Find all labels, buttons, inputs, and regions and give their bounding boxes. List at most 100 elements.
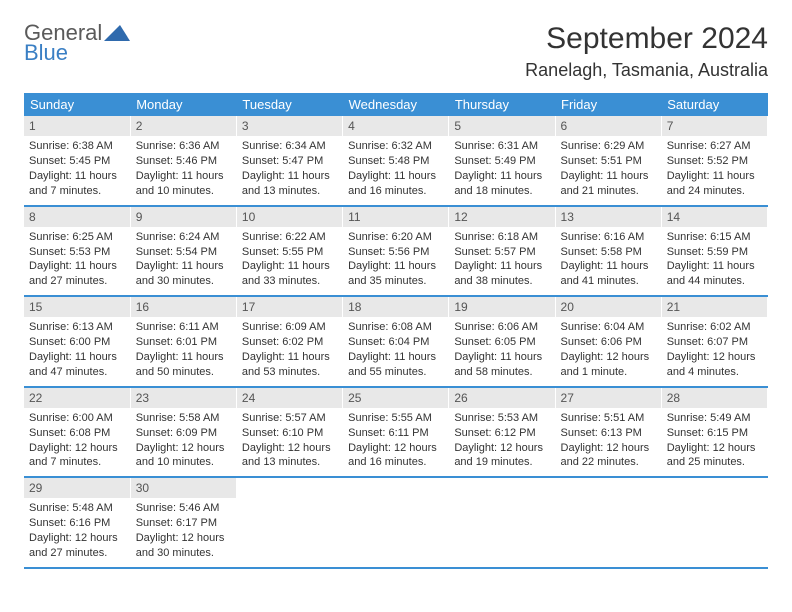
calendar-empty-cell — [343, 477, 449, 568]
header-bar: General Blue September 2024 Ranelagh, Ta… — [24, 22, 768, 81]
day-details: Sunrise: 6:11 AMSunset: 6:01 PMDaylight:… — [131, 317, 236, 385]
day-details: Sunrise: 6:09 AMSunset: 6:02 PMDaylight:… — [237, 317, 342, 385]
sunset-line: Sunset: 6:17 PM — [136, 516, 231, 531]
sunset-line: Sunset: 5:48 PM — [348, 154, 443, 169]
weekday-header: Thursday — [449, 93, 555, 116]
sunrise-line: Sunrise: 6:29 AM — [561, 139, 656, 154]
calendar-day-cell: 8Sunrise: 6:25 AMSunset: 5:53 PMDaylight… — [24, 206, 130, 297]
day-number: 6 — [556, 116, 661, 136]
day-details: Sunrise: 6:00 AMSunset: 6:08 PMDaylight:… — [24, 408, 130, 476]
day-details: Sunrise: 5:55 AMSunset: 6:11 PMDaylight:… — [343, 408, 448, 476]
daylight-line: Daylight: 12 hours and 13 minutes. — [242, 441, 337, 471]
day-number: 15 — [24, 297, 130, 317]
day-details: Sunrise: 6:02 AMSunset: 6:07 PMDaylight:… — [662, 317, 767, 385]
calendar-day-cell: 24Sunrise: 5:57 AMSunset: 6:10 PMDayligh… — [236, 387, 342, 478]
day-details: Sunrise: 5:49 AMSunset: 6:15 PMDaylight:… — [662, 408, 767, 476]
day-number: 19 — [449, 297, 554, 317]
daylight-line: Daylight: 12 hours and 19 minutes. — [454, 441, 549, 471]
day-number: 8 — [24, 207, 130, 227]
day-details: Sunrise: 6:08 AMSunset: 6:04 PMDaylight:… — [343, 317, 448, 385]
sunset-line: Sunset: 5:47 PM — [242, 154, 337, 169]
sunset-line: Sunset: 6:06 PM — [561, 335, 656, 350]
day-details: Sunrise: 6:29 AMSunset: 5:51 PMDaylight:… — [556, 136, 661, 204]
calendar-day-cell: 29Sunrise: 5:48 AMSunset: 6:16 PMDayligh… — [24, 477, 130, 568]
sunrise-line: Sunrise: 6:24 AM — [136, 230, 231, 245]
sunrise-line: Sunrise: 5:53 AM — [454, 411, 549, 426]
daylight-line: Daylight: 11 hours and 44 minutes. — [667, 259, 762, 289]
sunrise-line: Sunrise: 6:11 AM — [136, 320, 231, 335]
calendar-day-cell: 14Sunrise: 6:15 AMSunset: 5:59 PMDayligh… — [661, 206, 767, 297]
weekday-header: Saturday — [661, 93, 767, 116]
calendar-empty-cell — [236, 477, 342, 568]
day-number: 22 — [24, 388, 130, 408]
sunrise-line: Sunrise: 5:58 AM — [136, 411, 231, 426]
day-number: 12 — [449, 207, 554, 227]
day-details: Sunrise: 6:36 AMSunset: 5:46 PMDaylight:… — [131, 136, 236, 204]
sunrise-line: Sunrise: 6:34 AM — [242, 139, 337, 154]
calendar-day-cell: 2Sunrise: 6:36 AMSunset: 5:46 PMDaylight… — [130, 116, 236, 206]
day-number: 21 — [662, 297, 767, 317]
sunset-line: Sunset: 5:54 PM — [136, 245, 231, 260]
daylight-line: Daylight: 11 hours and 41 minutes. — [561, 259, 656, 289]
calendar-day-cell: 7Sunrise: 6:27 AMSunset: 5:52 PMDaylight… — [661, 116, 767, 206]
calendar-day-cell: 9Sunrise: 6:24 AMSunset: 5:54 PMDaylight… — [130, 206, 236, 297]
calendar-day-cell: 27Sunrise: 5:51 AMSunset: 6:13 PMDayligh… — [555, 387, 661, 478]
weekday-header: Sunday — [24, 93, 130, 116]
sunset-line: Sunset: 5:52 PM — [667, 154, 762, 169]
day-details: Sunrise: 5:46 AMSunset: 6:17 PMDaylight:… — [131, 498, 236, 566]
logo-word-2: Blue — [24, 42, 102, 64]
day-number: 27 — [556, 388, 661, 408]
day-number: 5 — [449, 116, 554, 136]
day-details: Sunrise: 5:48 AMSunset: 6:16 PMDaylight:… — [24, 498, 130, 566]
location-text: Ranelagh, Tasmania, Australia — [525, 60, 768, 81]
calendar-day-cell: 11Sunrise: 6:20 AMSunset: 5:56 PMDayligh… — [343, 206, 449, 297]
sunrise-line: Sunrise: 6:31 AM — [454, 139, 549, 154]
day-number: 29 — [24, 478, 130, 498]
daylight-line: Daylight: 11 hours and 38 minutes. — [454, 259, 549, 289]
day-number: 17 — [237, 297, 342, 317]
day-number: 4 — [343, 116, 448, 136]
day-details: Sunrise: 6:18 AMSunset: 5:57 PMDaylight:… — [449, 227, 554, 295]
calendar-day-cell: 12Sunrise: 6:18 AMSunset: 5:57 PMDayligh… — [449, 206, 555, 297]
sunrise-line: Sunrise: 6:08 AM — [348, 320, 443, 335]
title-block: September 2024 Ranelagh, Tasmania, Austr… — [525, 22, 768, 81]
sunrise-line: Sunrise: 6:09 AM — [242, 320, 337, 335]
day-details: Sunrise: 6:31 AMSunset: 5:49 PMDaylight:… — [449, 136, 554, 204]
daylight-line: Daylight: 12 hours and 4 minutes. — [667, 350, 762, 380]
sunset-line: Sunset: 5:45 PM — [29, 154, 125, 169]
sunset-line: Sunset: 6:10 PM — [242, 426, 337, 441]
day-number: 14 — [662, 207, 767, 227]
sunrise-line: Sunrise: 6:20 AM — [348, 230, 443, 245]
sunset-line: Sunset: 6:08 PM — [29, 426, 125, 441]
calendar-table: SundayMondayTuesdayWednesdayThursdayFrid… — [24, 93, 768, 569]
sunset-line: Sunset: 6:05 PM — [454, 335, 549, 350]
day-details: Sunrise: 6:20 AMSunset: 5:56 PMDaylight:… — [343, 227, 448, 295]
calendar-day-cell: 16Sunrise: 6:11 AMSunset: 6:01 PMDayligh… — [130, 296, 236, 387]
calendar-empty-cell — [555, 477, 661, 568]
calendar-day-cell: 5Sunrise: 6:31 AMSunset: 5:49 PMDaylight… — [449, 116, 555, 206]
calendar-day-cell: 26Sunrise: 5:53 AMSunset: 6:12 PMDayligh… — [449, 387, 555, 478]
sunset-line: Sunset: 6:01 PM — [136, 335, 231, 350]
day-number: 10 — [237, 207, 342, 227]
day-details: Sunrise: 6:06 AMSunset: 6:05 PMDaylight:… — [449, 317, 554, 385]
daylight-line: Daylight: 12 hours and 25 minutes. — [667, 441, 762, 471]
daylight-line: Daylight: 11 hours and 53 minutes. — [242, 350, 337, 380]
sunset-line: Sunset: 6:16 PM — [29, 516, 125, 531]
day-number: 2 — [131, 116, 236, 136]
day-details: Sunrise: 6:34 AMSunset: 5:47 PMDaylight:… — [237, 136, 342, 204]
calendar-day-cell: 15Sunrise: 6:13 AMSunset: 6:00 PMDayligh… — [24, 296, 130, 387]
daylight-line: Daylight: 11 hours and 50 minutes. — [136, 350, 231, 380]
sunrise-line: Sunrise: 6:06 AM — [454, 320, 549, 335]
day-number: 1 — [24, 116, 130, 136]
day-number: 25 — [343, 388, 448, 408]
sunset-line: Sunset: 5:51 PM — [561, 154, 656, 169]
sunrise-line: Sunrise: 6:04 AM — [561, 320, 656, 335]
calendar-day-cell: 20Sunrise: 6:04 AMSunset: 6:06 PMDayligh… — [555, 296, 661, 387]
calendar-day-cell: 23Sunrise: 5:58 AMSunset: 6:09 PMDayligh… — [130, 387, 236, 478]
day-details: Sunrise: 6:25 AMSunset: 5:53 PMDaylight:… — [24, 227, 130, 295]
day-details: Sunrise: 5:53 AMSunset: 6:12 PMDaylight:… — [449, 408, 554, 476]
sunset-line: Sunset: 5:56 PM — [348, 245, 443, 260]
calendar-day-cell: 22Sunrise: 6:00 AMSunset: 6:08 PMDayligh… — [24, 387, 130, 478]
daylight-line: Daylight: 11 hours and 21 minutes. — [561, 169, 656, 199]
sunset-line: Sunset: 6:07 PM — [667, 335, 762, 350]
